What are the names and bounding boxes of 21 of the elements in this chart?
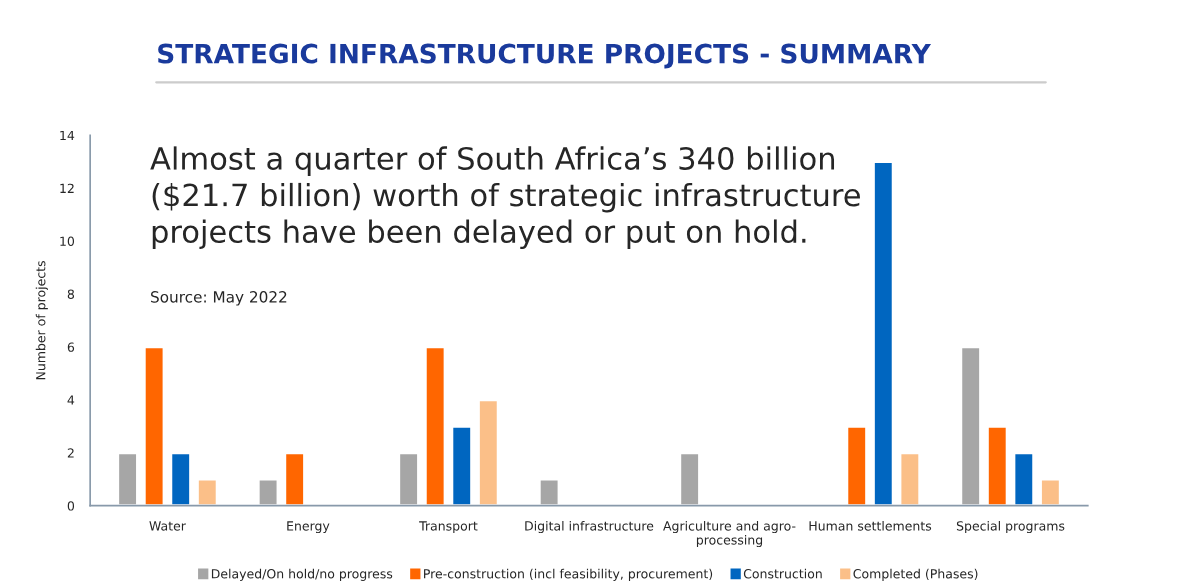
bar (959, 345, 982, 506)
bar (678, 451, 701, 506)
bar (116, 451, 139, 506)
annotation: Almost a quarter of South Africa’s 340 billion ($21.7 billion) worth of strategic infrastructure projects have been delayed or put on hold. (150, 146, 860, 249)
bar (169, 451, 192, 506)
bar (450, 424, 473, 506)
bar (986, 424, 1009, 506)
bar (142, 345, 166, 506)
bar (537, 477, 561, 506)
bar (1012, 451, 1036, 506)
bar (872, 160, 895, 506)
bar (898, 451, 922, 506)
bar (196, 477, 219, 506)
bar (1039, 477, 1062, 506)
bar (283, 451, 306, 506)
chart-title: STRATEGIC INFRASTRUCTURE PROJECTS - SUMMARY (158, 43, 932, 69)
bar (423, 345, 447, 506)
bar (256, 477, 280, 506)
bar (477, 398, 500, 506)
bar (845, 424, 868, 506)
bar (397, 451, 420, 506)
